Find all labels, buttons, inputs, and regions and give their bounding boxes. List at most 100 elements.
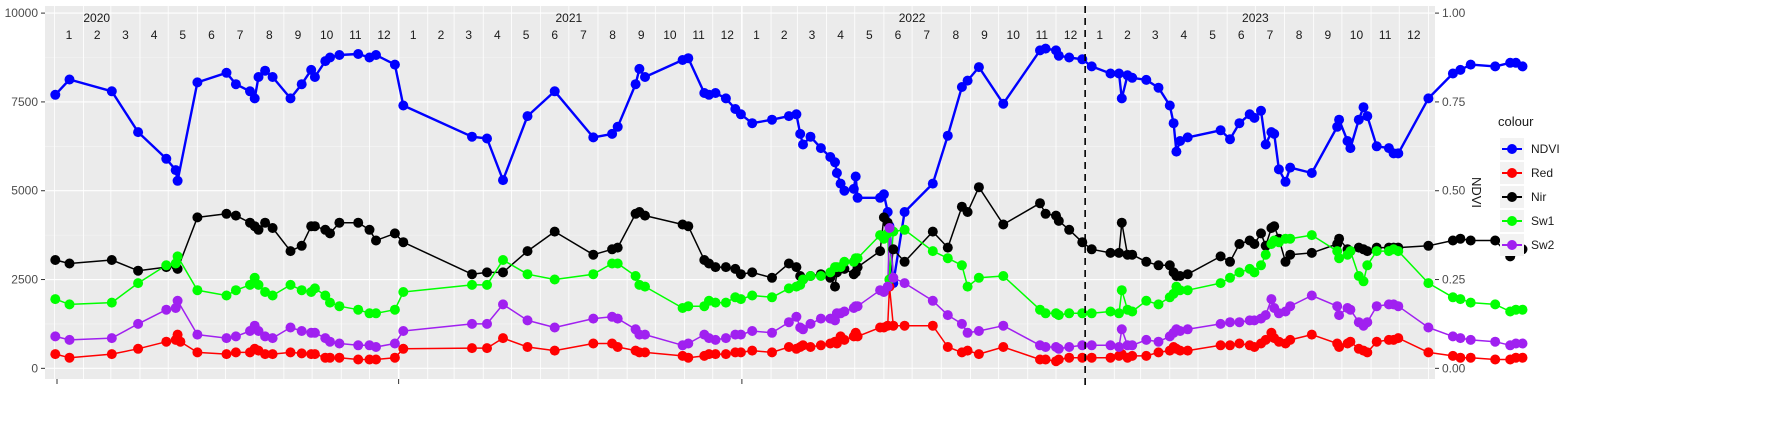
data-point-sw2 (956, 318, 967, 329)
data-point-sw1 (805, 271, 816, 281)
data-point-sw2 (973, 326, 984, 336)
data-point-ndvi (1040, 43, 1051, 54)
data-point-sw2 (1105, 340, 1116, 351)
data-point-nir (309, 221, 320, 232)
month-label: 7 (580, 28, 587, 42)
left-axis-tick-label: 10000 (5, 6, 39, 20)
data-point-ndvi (1127, 72, 1138, 83)
data-point-nir (899, 256, 910, 267)
data-point-ndvi (50, 89, 61, 100)
data-point-sw1 (1465, 297, 1476, 308)
data-point-ndvi (1086, 61, 1097, 72)
data-point-sw1 (973, 272, 984, 283)
data-point-red (1086, 352, 1097, 363)
data-point-ndvi (398, 100, 409, 111)
data-point-red (1260, 334, 1271, 345)
data-point-ndvi (683, 53, 694, 64)
data-point-sw1 (1182, 285, 1193, 296)
month-label: 3 (809, 28, 816, 42)
data-point-sw2 (296, 326, 307, 336)
data-point-sw2 (1423, 322, 1434, 333)
data-point-sw2 (747, 326, 758, 336)
data-point-sw2 (161, 304, 172, 315)
month-label: 9 (638, 28, 645, 42)
data-point-ndvi (253, 72, 264, 82)
data-point-red (1455, 352, 1466, 363)
month-label: 2 (438, 28, 445, 42)
data-point-ndvi (831, 168, 842, 178)
data-point-nir (133, 265, 144, 276)
data-point-ndvi (245, 86, 255, 97)
data-point-nir (747, 267, 758, 278)
data-point-sw2 (253, 326, 264, 336)
month-label: 5 (866, 28, 873, 42)
data-point-ndvi (1517, 61, 1528, 72)
data-point-sw1 (353, 304, 364, 315)
data-point-red (549, 345, 560, 356)
data-point-red (710, 349, 721, 360)
month-label: 7 (923, 28, 930, 42)
data-point-red (161, 336, 172, 347)
data-point-nir (467, 269, 477, 280)
data-point-sw2 (1234, 317, 1245, 328)
data-point-sw1 (1256, 260, 1266, 271)
data-point-sw1 (942, 253, 953, 264)
data-point-sw2 (482, 318, 492, 329)
data-point-nir (1141, 256, 1152, 267)
data-point-sw2 (1086, 340, 1097, 351)
data-point-red (371, 354, 381, 365)
data-point-sw2 (1215, 318, 1226, 329)
data-point-ndvi (296, 79, 307, 90)
data-point-ndvi (1393, 148, 1404, 159)
data-point-sw1 (630, 271, 641, 281)
data-point-sw1 (296, 285, 307, 296)
data-point-sw1 (735, 294, 746, 305)
data-point-sw2 (1332, 301, 1343, 312)
data-point-sw2 (852, 301, 863, 312)
data-point-sw2 (50, 331, 61, 342)
data-point-sw2 (334, 338, 345, 349)
data-point-sw1 (334, 301, 345, 312)
data-point-sw2 (888, 272, 899, 283)
data-point-ndvi (1168, 118, 1179, 129)
data-point-ndvi (640, 72, 650, 82)
data-point-nir (334, 217, 345, 228)
data-point-sw2 (791, 311, 802, 322)
data-point-sw2 (133, 318, 144, 329)
data-point-nir (389, 228, 400, 239)
legend-title: colour (1498, 114, 1534, 129)
data-point-red (1334, 342, 1345, 352)
data-point-sw2 (1306, 290, 1317, 301)
data-point-red (334, 352, 345, 363)
data-point-ndvi (720, 93, 731, 104)
right-axis-tick-label: 0.00 (1442, 361, 1466, 375)
data-point-sw2 (106, 333, 117, 344)
month-label: 7 (1267, 28, 1274, 42)
month-label: 2 (94, 28, 101, 42)
month-label: 4 (837, 28, 844, 42)
data-point-nir (296, 240, 307, 251)
data-point-sw2 (1266, 294, 1277, 305)
data-point-red (783, 342, 794, 352)
data-point-red (50, 349, 61, 360)
data-point-nir (398, 237, 409, 248)
data-point-sw1 (640, 281, 650, 292)
data-point-ndvi (549, 86, 560, 97)
data-point-sw2 (1127, 340, 1138, 351)
data-point-ndvi (1269, 128, 1280, 139)
data-point-sw2 (1371, 301, 1382, 312)
data-point-ndvi (192, 77, 203, 88)
data-point-red (285, 347, 296, 358)
data-point-red (1306, 329, 1317, 340)
data-point-nir (735, 269, 746, 280)
data-point-nir (998, 219, 1009, 230)
data-point-nir (549, 226, 560, 237)
data-point-sw1 (767, 292, 777, 303)
data-point-nir (640, 210, 650, 221)
data-point-ndvi (260, 65, 271, 76)
data-point-red (767, 347, 777, 358)
data-point-nir (371, 235, 381, 246)
data-point-red (296, 348, 307, 359)
data-point-sw1 (998, 271, 1009, 281)
